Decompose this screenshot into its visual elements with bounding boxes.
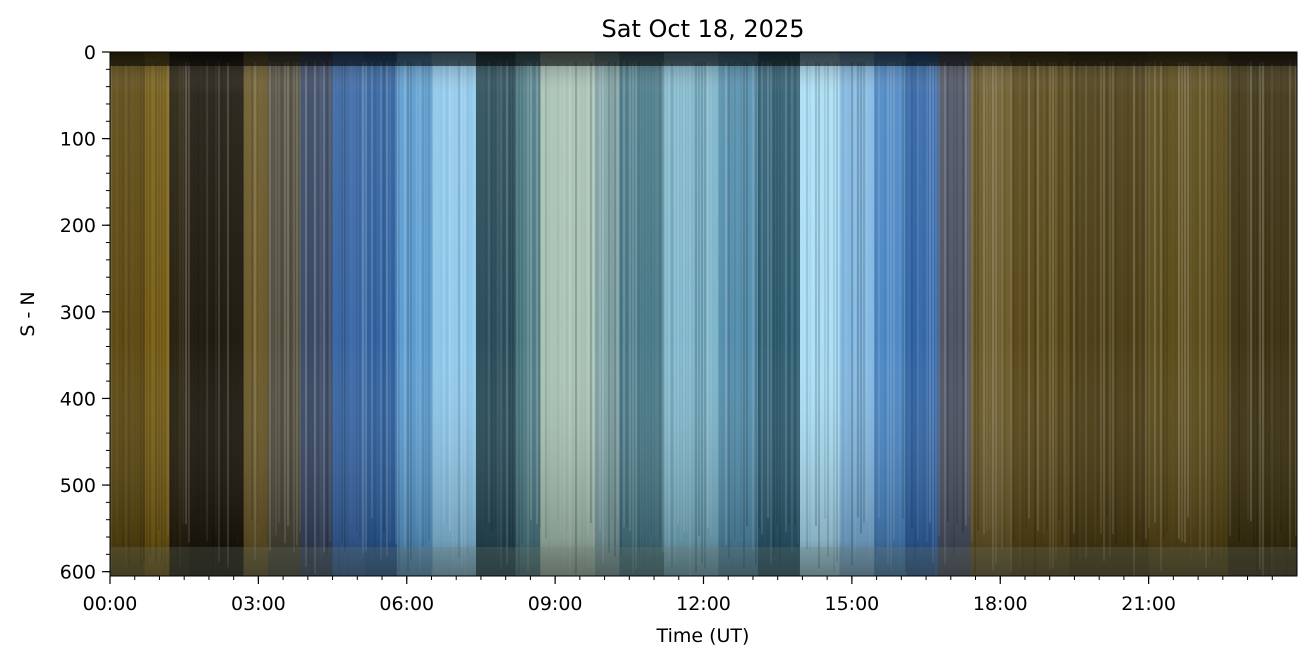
x-tick-label: 09:00 bbox=[528, 593, 583, 615]
bottom-strip bbox=[110, 547, 1297, 576]
x-tick-label: 00:00 bbox=[83, 593, 138, 615]
y-tick-label: 100 bbox=[60, 129, 96, 151]
top-dark-strip bbox=[110, 52, 1297, 66]
plot-area bbox=[109, 51, 1298, 577]
chart-title: Sat Oct 18, 2025 bbox=[602, 15, 805, 43]
x-axis-label: Time (UT) bbox=[656, 625, 750, 647]
y-axis-label: S - N bbox=[17, 291, 39, 336]
y-tick-label: 400 bbox=[60, 388, 96, 410]
x-tick-label: 15:00 bbox=[824, 593, 879, 615]
x-tick-label: 18:00 bbox=[973, 593, 1028, 615]
y-tick-label: 200 bbox=[60, 215, 96, 237]
x-tick-label: 06:00 bbox=[379, 593, 434, 615]
x-tick-label: 21:00 bbox=[1121, 593, 1176, 615]
x-axis: 00:00 03:00 06:00 09:00 12:00 15:00 18:00 21:00 bbox=[83, 576, 1273, 615]
y-tick-label: 300 bbox=[60, 302, 96, 324]
x-tick-label: 12:00 bbox=[676, 593, 731, 615]
y-tick-label: 500 bbox=[60, 475, 96, 497]
vertical-shading bbox=[110, 52, 1297, 576]
x-tick-label: 03:00 bbox=[231, 593, 286, 615]
y-tick-label: 600 bbox=[60, 562, 96, 584]
y-tick-label: 0 bbox=[84, 42, 96, 64]
y-axis: 0 100 200 300 400 500 600 bbox=[60, 42, 110, 584]
